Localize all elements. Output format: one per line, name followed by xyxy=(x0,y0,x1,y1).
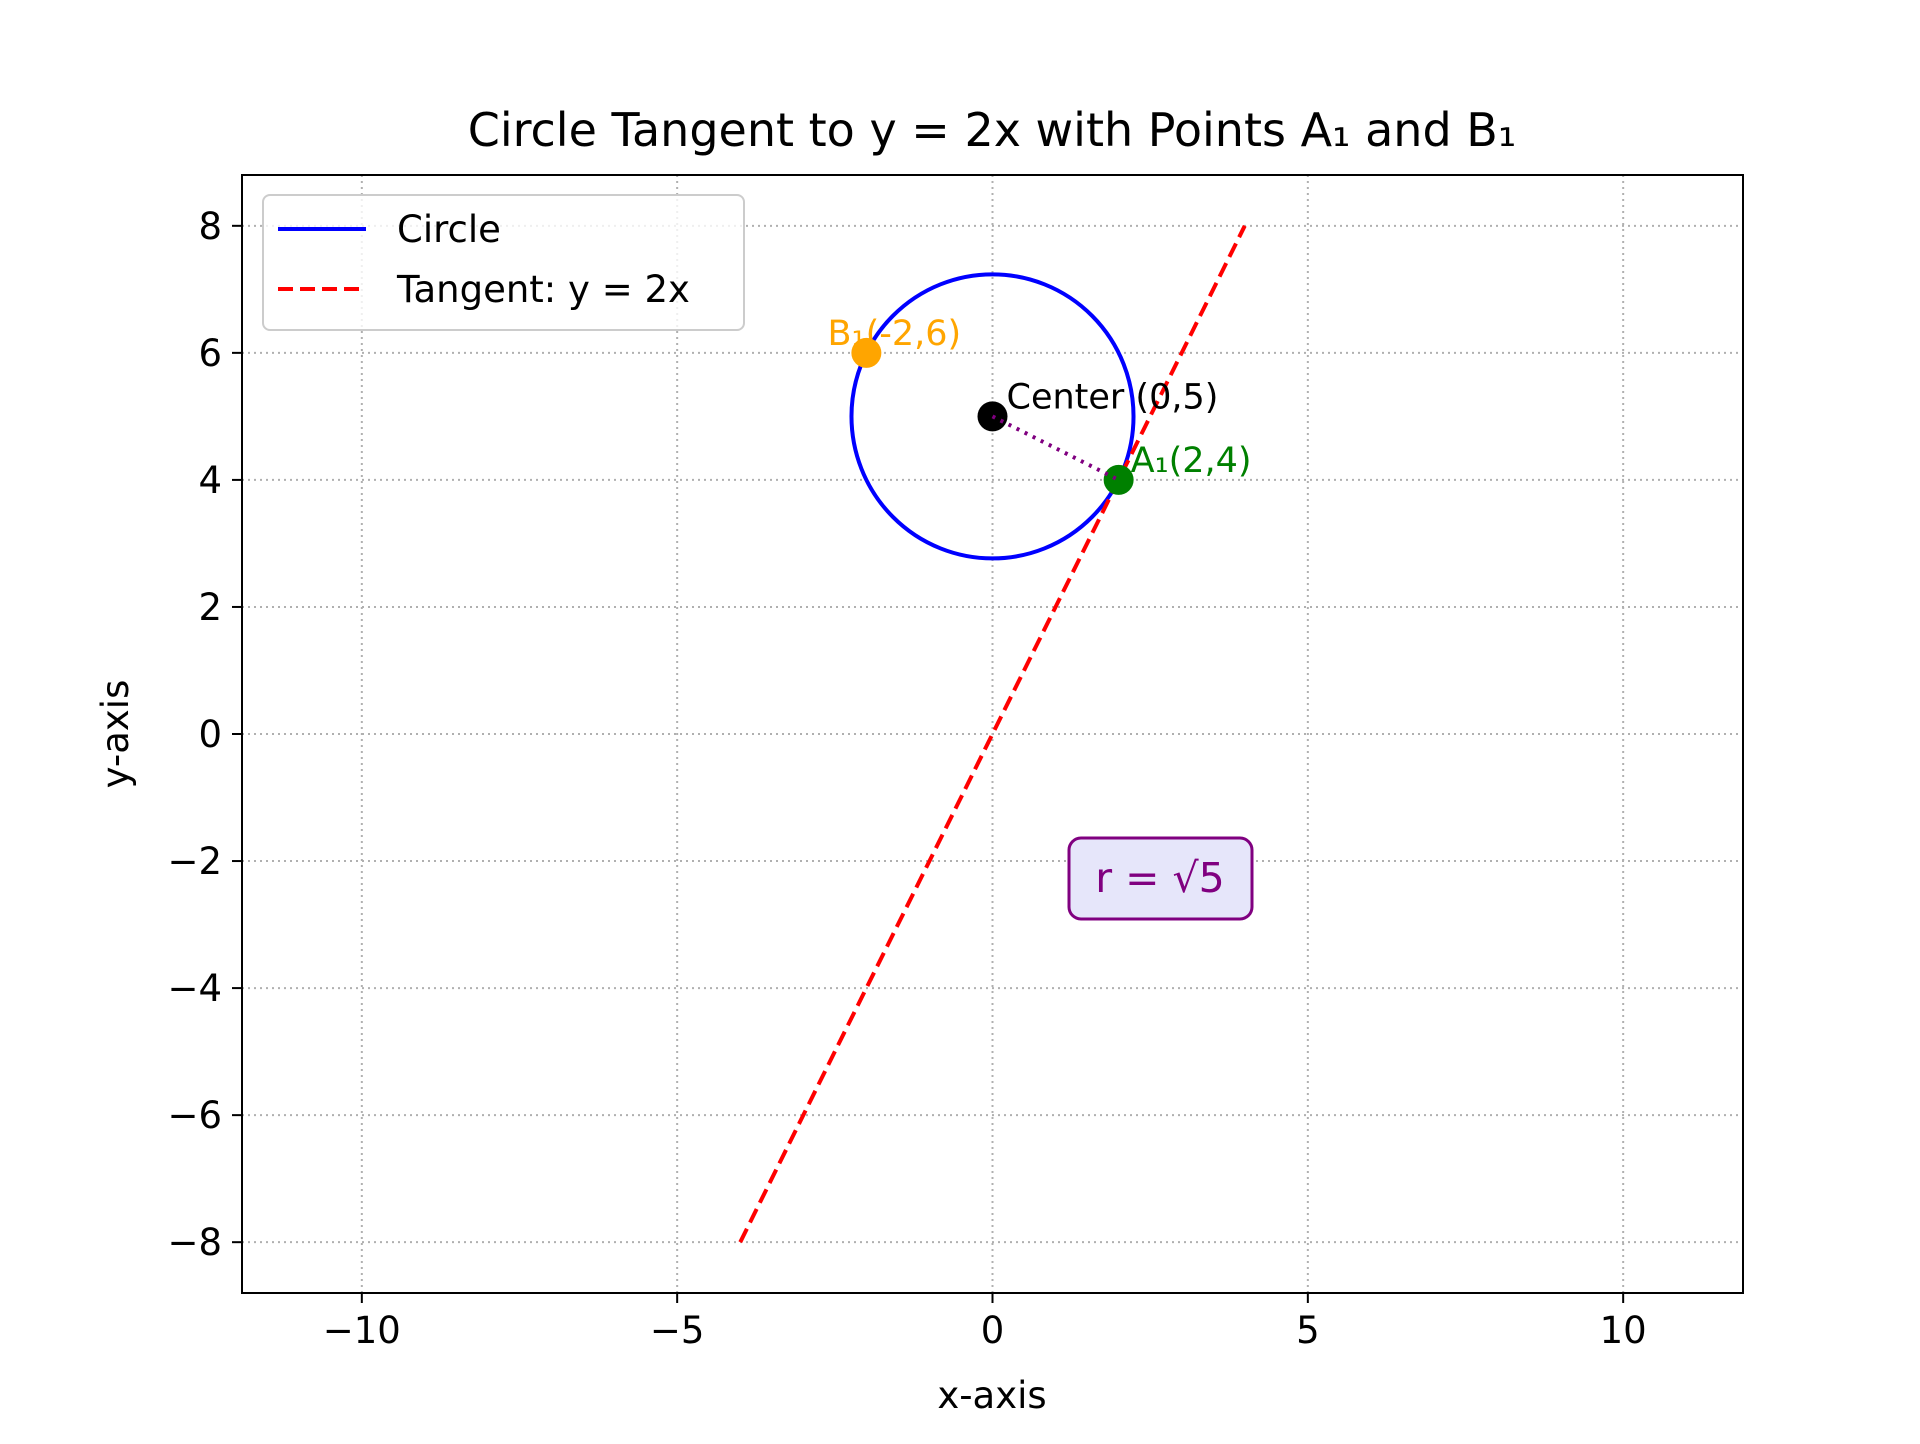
y-tick-label: −6 xyxy=(167,1094,222,1137)
point-b1-label: B₁(-2,6) xyxy=(828,314,962,354)
circle-series xyxy=(849,272,1136,561)
y-axis-label: y-axis xyxy=(94,680,137,789)
grid xyxy=(242,175,1743,1293)
x-tick-label: 0 xyxy=(981,1309,1005,1352)
axis-ticks: −10 −5 0 5 10 −8 −6 −4 −2 0 2 4 6 8 xyxy=(167,205,1646,1352)
y-tick-label: −2 xyxy=(167,840,222,883)
x-tick-label: −5 xyxy=(650,1309,705,1352)
y-tick-label: 6 xyxy=(198,332,222,375)
legend-box xyxy=(262,194,745,331)
y-tick-label: −4 xyxy=(167,967,222,1010)
point-labels: Center (0,5) A₁(2,4) B₁(-2,6) xyxy=(828,314,1252,481)
center-point-label: Center (0,5) xyxy=(1007,377,1219,417)
x-tick-label: 5 xyxy=(1296,1309,1320,1352)
y-tick-label: 8 xyxy=(198,205,222,248)
y-tick-label: 0 xyxy=(198,713,222,756)
y-tick-label: 2 xyxy=(198,586,222,629)
point-a1-label: A₁(2,4) xyxy=(1131,441,1252,481)
legend-label-tangent: Tangent: y = 2x xyxy=(396,268,690,311)
radius-annotation-text: r = √5 xyxy=(1095,854,1225,902)
point-a1 xyxy=(1103,464,1134,495)
legend: Circle Tangent: y = 2x xyxy=(262,194,745,331)
point-b1 xyxy=(851,337,882,368)
radius-annotation: r = √5 xyxy=(1067,836,1254,921)
x-tick-label: −10 xyxy=(323,1309,401,1352)
chart-title: Circle Tangent to y = 2x with Points A₁ … xyxy=(468,103,1517,157)
radius-annotation-box xyxy=(1067,836,1254,921)
x-tick-label: 10 xyxy=(1600,1309,1647,1352)
tangent-line-series xyxy=(738,224,1247,1244)
x-axis-label: x-axis xyxy=(937,1374,1046,1417)
legend-label-circle: Circle xyxy=(397,208,501,251)
radius-segment xyxy=(991,414,1120,482)
plot-data xyxy=(738,224,1247,1244)
y-tick-label: 4 xyxy=(198,459,222,502)
y-tick-label: −8 xyxy=(167,1221,222,1264)
